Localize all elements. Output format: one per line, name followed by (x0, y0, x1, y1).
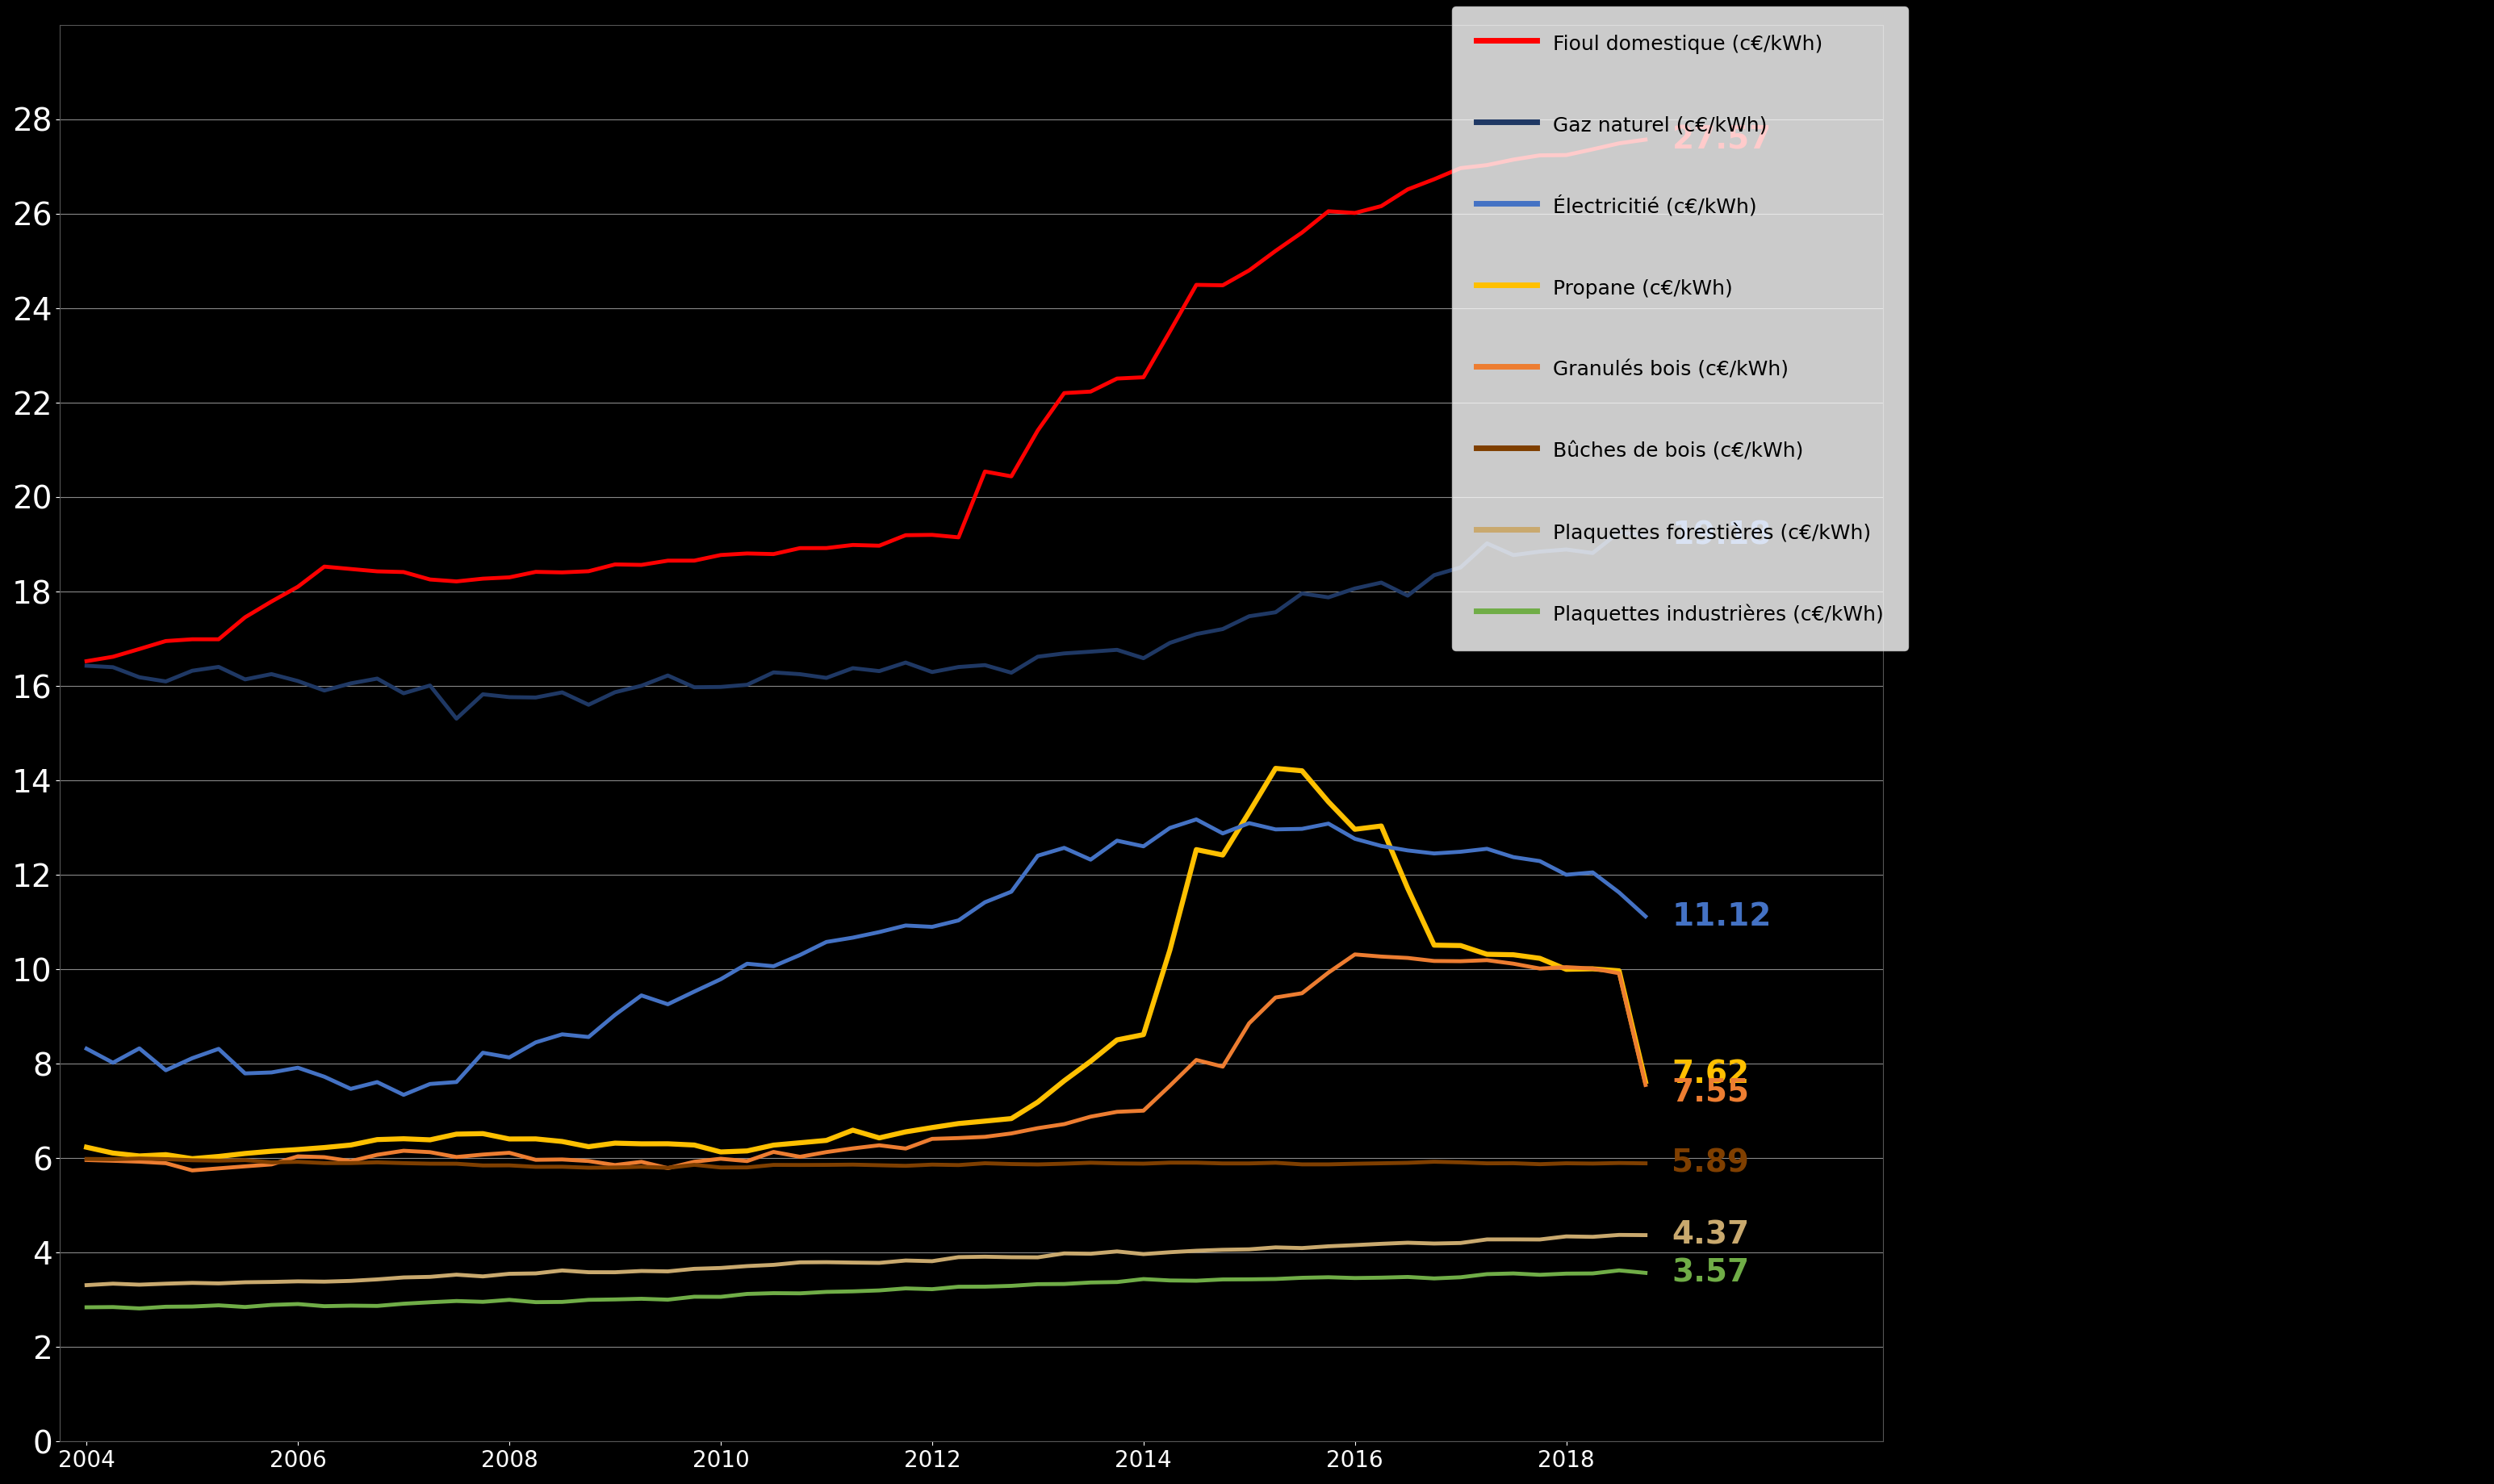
Text: 27.57: 27.57 (1671, 125, 1771, 154)
Legend: Fioul domestique (c€/kWh), , Gaz naturel (c€/kWh), , Électricitié (c€/kWh), , Pr: Fioul domestique (c€/kWh), , Gaz naturel… (1452, 6, 1908, 650)
Text: 11.12: 11.12 (1671, 901, 1771, 932)
Text: 4.37: 4.37 (1671, 1220, 1748, 1251)
Text: 19.18: 19.18 (1671, 521, 1771, 551)
Text: 5.89: 5.89 (1671, 1149, 1748, 1178)
Text: 7.62: 7.62 (1671, 1060, 1748, 1089)
Text: 3.57: 3.57 (1671, 1257, 1748, 1288)
Text: 7.55: 7.55 (1671, 1077, 1748, 1107)
